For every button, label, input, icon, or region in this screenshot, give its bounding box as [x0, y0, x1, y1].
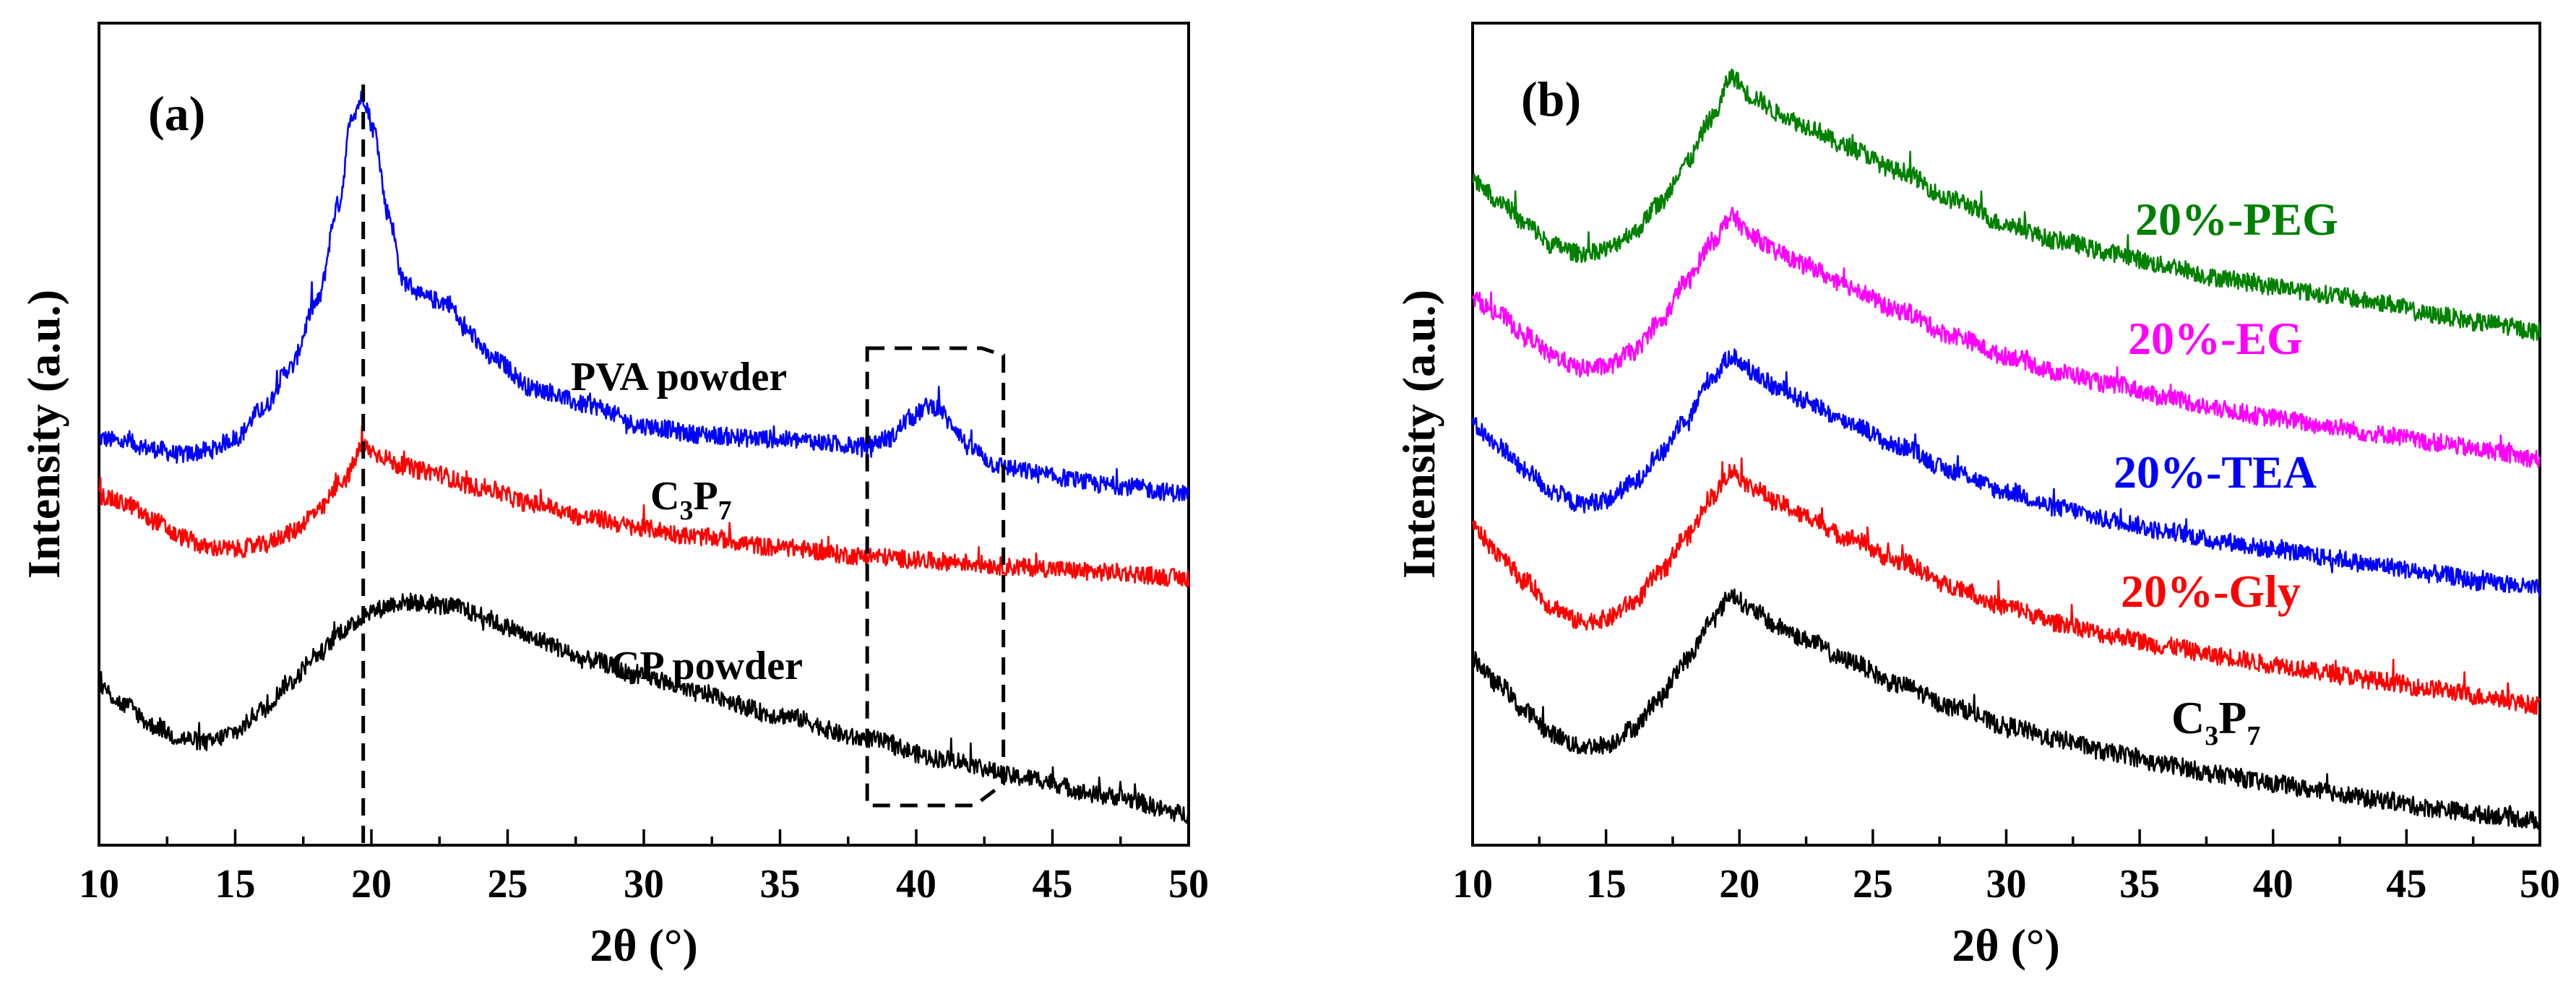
- panel-a-plot-frame: [98, 22, 1190, 847]
- x-tick-label: 25: [1853, 862, 1893, 907]
- series-line-pva-powder: [98, 90, 1190, 503]
- c3p7-sub-7: 7: [718, 496, 732, 526]
- x-tick-label: 10: [79, 862, 119, 907]
- x-tick-label: 15: [215, 862, 256, 907]
- x-tick-label: 35: [760, 862, 801, 907]
- panel-b-label-20-tea: 20%-TEA: [2114, 446, 2317, 498]
- c3p7-p: P: [693, 474, 718, 519]
- panel-b-y-axis-title: Intensity (a.u.): [1393, 290, 1444, 579]
- panel-b-series: [1471, 68, 2541, 830]
- series-line-c3p7: [98, 425, 1190, 587]
- x-tick-label: 20: [351, 862, 392, 907]
- series-line-20-eg: [1471, 207, 2541, 468]
- x-tick-label: 40: [2253, 862, 2293, 907]
- panel-a-x-axis-title: 2θ (°): [590, 920, 698, 971]
- x-tick-label: 30: [624, 862, 664, 907]
- x-tick-label: 15: [1586, 862, 1627, 907]
- panel-a-label-cp-powder: CP powder: [611, 644, 803, 688]
- panel-a-series: [98, 90, 1190, 824]
- panel-b-chart: 10 15 20 25 30 35 40 45 50 (b) 20%-PEG 20%-EG 20…: [1393, 22, 2560, 971]
- c3p7-p: P: [2218, 692, 2247, 743]
- c3p7-sub-3: 3: [2205, 721, 2218, 751]
- panel-a-chart: 10 15 20 25 30 35 40 45 50 (a) PVA powder C3P7 C…: [18, 22, 1209, 971]
- panel-a-x-ticks: 10 15 20 25 30 35 40 45 50: [79, 829, 1209, 907]
- panel-a-highlight-box: [865, 346, 1006, 808]
- series-line-c3p7: [1471, 588, 2541, 830]
- panel-b-label: (b): [1521, 72, 1581, 126]
- x-tick-label: 45: [2386, 862, 2426, 907]
- panel-b-plot-frame: [1471, 22, 2541, 847]
- x-tick-label: 45: [1033, 862, 1073, 907]
- panel-b-x-ticks: 10 15 20 25 30 35 40 45 50: [1452, 829, 2560, 907]
- panel-a-y-axis-title: Intensity (a.u.): [18, 290, 69, 579]
- x-tick-label: 35: [2119, 862, 2160, 907]
- panel-a-label-pva-powder: PVA powder: [571, 355, 787, 399]
- x-tick-label: 25: [488, 862, 528, 907]
- series-line-20-tea: [1471, 348, 2541, 597]
- panel-b-label-20-eg: 20%-EG: [2128, 313, 2303, 364]
- x-tick-label: 30: [1986, 862, 2027, 907]
- x-tick-label: 50: [1168, 862, 1209, 907]
- c3p7-c: C: [650, 474, 679, 519]
- series-line-20-peg: [1472, 68, 2541, 341]
- panel-b-label-c3p7: C3P7: [2171, 692, 2260, 751]
- panel-b-x-axis-title: 2θ (°): [1952, 920, 2060, 971]
- panel-a-label-c3p7: C3P7: [650, 474, 732, 526]
- panel-b-label-20-peg: 20%-PEG: [2135, 194, 2338, 245]
- x-tick-label: 50: [2520, 862, 2560, 907]
- series-line-cp-powder: [98, 592, 1190, 824]
- c3p7-c: C: [2171, 692, 2205, 743]
- x-tick-label: 20: [1719, 862, 1759, 907]
- x-tick-label: 10: [1452, 862, 1493, 907]
- c3p7-sub-7: 7: [2247, 721, 2260, 751]
- series-line-20-gly: [1471, 457, 2541, 715]
- x-tick-label: 40: [896, 862, 936, 907]
- c3p7-sub-3: 3: [679, 496, 693, 526]
- panel-a-label: (a): [148, 86, 205, 141]
- panel-b-label-20-gly: 20%-Gly: [2121, 566, 2301, 617]
